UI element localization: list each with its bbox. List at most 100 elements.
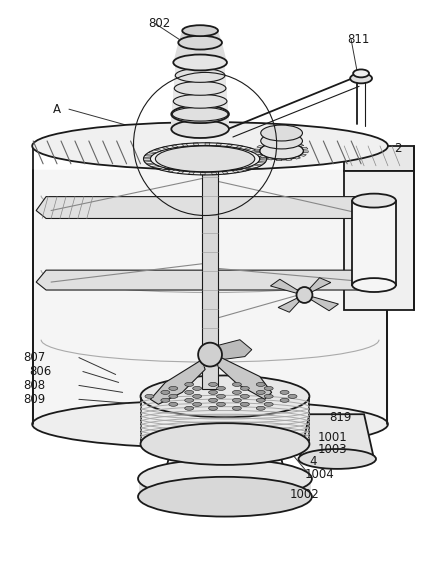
Ellipse shape	[185, 390, 194, 394]
Polygon shape	[171, 114, 229, 129]
Polygon shape	[175, 62, 225, 75]
Polygon shape	[267, 157, 273, 160]
Polygon shape	[215, 355, 272, 399]
Ellipse shape	[352, 194, 396, 208]
Polygon shape	[173, 43, 227, 62]
Polygon shape	[300, 414, 374, 459]
Polygon shape	[193, 143, 199, 146]
Polygon shape	[271, 141, 277, 143]
Text: 807: 807	[23, 351, 46, 364]
Polygon shape	[297, 144, 304, 146]
Ellipse shape	[169, 386, 178, 390]
Polygon shape	[167, 170, 175, 172]
Ellipse shape	[155, 146, 255, 172]
Polygon shape	[303, 151, 308, 153]
Ellipse shape	[193, 402, 201, 406]
Ellipse shape	[173, 55, 227, 70]
Ellipse shape	[172, 107, 228, 121]
Ellipse shape	[32, 400, 388, 448]
Polygon shape	[148, 151, 156, 154]
Ellipse shape	[178, 36, 222, 49]
Polygon shape	[259, 156, 266, 157]
Ellipse shape	[261, 133, 303, 149]
Polygon shape	[270, 279, 301, 294]
Polygon shape	[200, 172, 205, 175]
Polygon shape	[294, 157, 300, 159]
Polygon shape	[216, 143, 222, 146]
Polygon shape	[226, 144, 233, 147]
Ellipse shape	[216, 386, 226, 390]
Ellipse shape	[288, 394, 297, 399]
Ellipse shape	[138, 459, 312, 499]
Polygon shape	[141, 399, 309, 444]
Text: 811: 811	[347, 33, 370, 46]
Polygon shape	[276, 159, 282, 161]
Polygon shape	[255, 149, 260, 151]
Ellipse shape	[256, 390, 265, 394]
Ellipse shape	[256, 406, 265, 410]
Text: 808: 808	[23, 379, 46, 392]
Polygon shape	[256, 153, 264, 155]
Polygon shape	[202, 159, 218, 389]
Polygon shape	[236, 146, 243, 149]
Ellipse shape	[233, 383, 241, 386]
Polygon shape	[178, 31, 222, 43]
Ellipse shape	[174, 82, 226, 95]
Polygon shape	[181, 144, 188, 147]
Ellipse shape	[171, 120, 229, 138]
Polygon shape	[222, 171, 229, 174]
Polygon shape	[308, 296, 339, 311]
Text: 1002: 1002	[290, 488, 319, 501]
Text: 806: 806	[29, 365, 51, 378]
Polygon shape	[213, 340, 252, 360]
Polygon shape	[254, 164, 262, 166]
Polygon shape	[145, 154, 152, 156]
Ellipse shape	[216, 394, 226, 399]
Ellipse shape	[193, 394, 201, 399]
Polygon shape	[150, 360, 205, 404]
Ellipse shape	[208, 399, 218, 402]
Polygon shape	[205, 143, 210, 146]
Ellipse shape	[264, 386, 273, 390]
Ellipse shape	[233, 399, 241, 402]
Ellipse shape	[185, 383, 194, 386]
Ellipse shape	[141, 423, 309, 465]
Polygon shape	[174, 75, 226, 88]
Text: 4: 4	[309, 456, 317, 468]
Ellipse shape	[138, 477, 312, 517]
Ellipse shape	[240, 386, 249, 390]
Ellipse shape	[216, 402, 226, 406]
Ellipse shape	[175, 69, 225, 82]
Polygon shape	[146, 163, 155, 165]
Polygon shape	[286, 158, 292, 161]
Ellipse shape	[280, 390, 289, 394]
Ellipse shape	[171, 105, 229, 123]
Polygon shape	[173, 88, 227, 101]
Text: A: A	[53, 103, 61, 116]
Text: 1001: 1001	[318, 431, 347, 444]
Circle shape	[297, 287, 312, 303]
Text: 802: 802	[148, 17, 171, 30]
Polygon shape	[138, 479, 311, 497]
Polygon shape	[31, 170, 389, 424]
Text: 1003: 1003	[318, 443, 347, 456]
Polygon shape	[36, 197, 379, 218]
Ellipse shape	[208, 406, 218, 410]
Polygon shape	[344, 146, 414, 171]
Polygon shape	[263, 143, 269, 145]
Polygon shape	[259, 156, 266, 158]
Polygon shape	[255, 153, 261, 155]
Polygon shape	[240, 168, 249, 171]
Ellipse shape	[145, 394, 154, 399]
Ellipse shape	[350, 73, 372, 83]
Polygon shape	[257, 146, 263, 148]
Polygon shape	[251, 150, 259, 152]
Ellipse shape	[182, 25, 218, 36]
Ellipse shape	[280, 399, 289, 402]
Ellipse shape	[208, 390, 218, 394]
Polygon shape	[177, 171, 184, 174]
Polygon shape	[162, 147, 170, 149]
Polygon shape	[258, 161, 265, 163]
Ellipse shape	[161, 390, 170, 394]
Ellipse shape	[169, 402, 178, 406]
